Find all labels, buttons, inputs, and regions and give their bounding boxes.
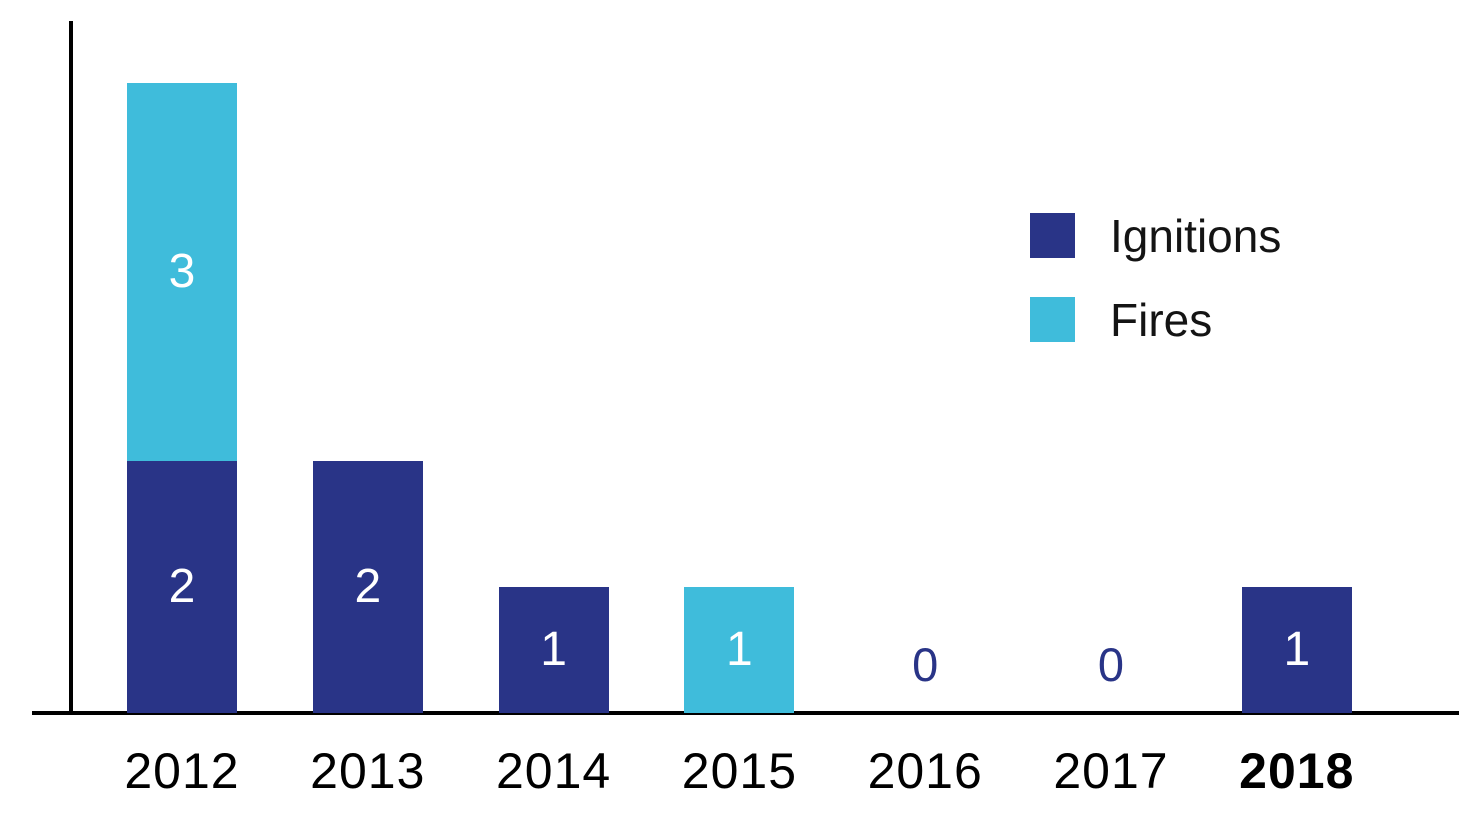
legend-item-ignitions: Ignitions	[1030, 209, 1282, 262]
bar-value-label-ignitions-2013: 2	[354, 560, 382, 613]
x-axis-label-2018: 2018	[1239, 743, 1355, 799]
x-axis-label-2016: 2016	[867, 743, 983, 799]
bar-segment-ignitions-2013: 2	[312, 461, 423, 713]
x-axis-label-2012: 2012	[124, 743, 240, 799]
bar-segment-ignitions-2014: 1	[498, 587, 609, 713]
bar-value-label-ignitions-2014: 1	[540, 623, 567, 676]
x-axis-label-2017: 2017	[1053, 743, 1169, 799]
legend-swatch-ignitions-icon	[1030, 213, 1075, 258]
bar-value-label-ignitions-2012: 2	[168, 560, 196, 613]
legend-swatch-fires-icon	[1030, 297, 1075, 342]
x-axis-line	[32, 711, 1459, 715]
bar-value-label-fires-2015: 1	[726, 623, 753, 676]
x-axis-label-2014: 2014	[495, 743, 612, 799]
legend-item-fires: Fires	[1030, 293, 1281, 346]
bar-segment-fires-2015: 1	[684, 587, 795, 713]
bar-segment-fires-2012: 3	[127, 83, 237, 461]
bar-segment-ignitions-2012: 2	[127, 461, 237, 713]
legend-label-fires: Fires	[1110, 293, 1213, 346]
bar-2014: 1	[498, 587, 609, 713]
zero-value-label-2017: 0	[1097, 638, 1125, 691]
y-axis-line	[69, 21, 73, 715]
bar-2013: 2	[312, 461, 423, 713]
bar-segment-ignitions-2018: 1	[1241, 587, 1352, 713]
bar-value-label-fires-2012: 3	[168, 245, 196, 298]
x-axis-label-2013: 2013	[310, 743, 426, 799]
legend: Ignitions Fires	[1030, 213, 1281, 381]
bar-value-label-ignitions-2018: 1	[1283, 623, 1311, 676]
zero-value-label-2016: 0	[912, 638, 939, 691]
x-axis-label-2015: 2015	[681, 743, 797, 799]
bar-2015: 1	[684, 587, 795, 713]
legend-label-ignitions: Ignitions	[1110, 209, 1282, 262]
bar-2018: 1	[1241, 587, 1352, 713]
